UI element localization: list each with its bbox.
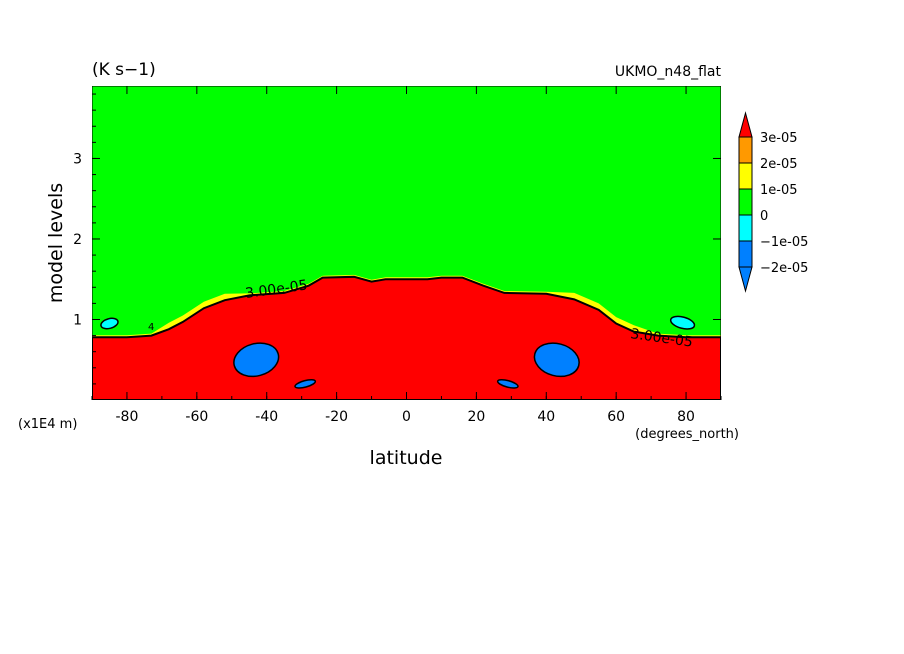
x-tick-label: 40 bbox=[537, 409, 555, 425]
x-tick-label: -20 bbox=[325, 409, 348, 425]
colorbar: 3e-05 2e-05 1e-05 0 −1e-05 −2e-05 bbox=[738, 111, 808, 293]
y-axis-title: model levels bbox=[45, 183, 67, 303]
y-tick-label: 3 bbox=[73, 151, 82, 167]
x-tick-label: -60 bbox=[185, 409, 208, 425]
colorbar-segment bbox=[738, 136, 753, 164]
units-label: (K s−1) bbox=[92, 60, 156, 80]
colorbar-segment bbox=[738, 162, 753, 190]
x-tick-label: 80 bbox=[677, 409, 695, 425]
y-units-label: (x1E4 m) bbox=[18, 417, 77, 432]
y-tick-label: 1 bbox=[73, 312, 82, 328]
x-axis-title: latitude bbox=[370, 447, 443, 469]
x-units-label: (degrees_north) bbox=[635, 427, 739, 442]
colorbar-bottom-arrow bbox=[738, 266, 753, 293]
colorbar-segment bbox=[738, 214, 753, 242]
colorbar-segment bbox=[738, 188, 753, 216]
negative-blob-1 bbox=[533, 342, 580, 378]
model-label: UKMO_n48_flat bbox=[615, 64, 722, 80]
negative-blob-3 bbox=[496, 379, 519, 389]
plot-area bbox=[92, 86, 721, 400]
colorbar-label: −2e-05 bbox=[760, 261, 808, 276]
colorbar-label: 0 bbox=[760, 209, 768, 224]
x-tick-label: 0 bbox=[402, 409, 411, 425]
y-tick-label: 2 bbox=[73, 232, 82, 248]
negative-blob-4 bbox=[100, 317, 119, 330]
negative-blob-5 bbox=[669, 315, 696, 330]
x-tick-label: 20 bbox=[467, 409, 485, 425]
colorbar-label: 3e-05 bbox=[760, 131, 798, 146]
colorbar-label: 1e-05 bbox=[760, 183, 798, 198]
colorbar-label: −1e-05 bbox=[760, 235, 808, 250]
colorbar-top-arrow bbox=[738, 111, 753, 138]
colorbar-label: 2e-05 bbox=[760, 157, 798, 172]
negative-blob-2 bbox=[294, 379, 317, 389]
colorbar-segment bbox=[738, 240, 753, 268]
x-axis: -80 -60 -40 -20 0 20 40 60 80 bbox=[91, 86, 722, 425]
negative-blobs bbox=[100, 315, 696, 389]
y-axis: 1 2 3 bbox=[73, 93, 721, 385]
x-tick-label: -80 bbox=[116, 409, 139, 425]
negative-blob-0 bbox=[233, 342, 280, 378]
x-tick-label: -40 bbox=[255, 409, 278, 425]
contour-label-small: 4 bbox=[148, 322, 154, 333]
x-tick-label: 60 bbox=[607, 409, 625, 425]
